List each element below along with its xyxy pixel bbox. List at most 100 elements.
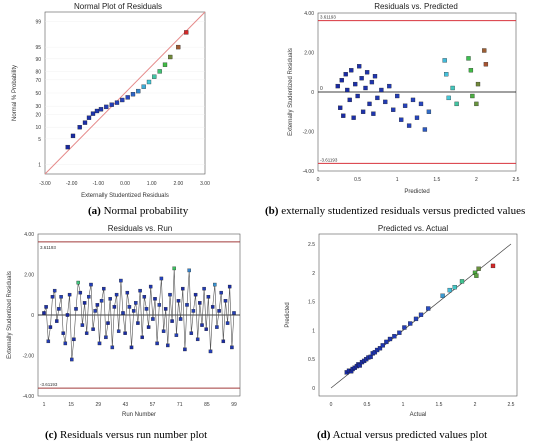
data-point	[466, 56, 471, 61]
data-point	[219, 290, 223, 295]
data-point	[112, 305, 117, 309]
data-point	[104, 104, 109, 110]
x-tick-label: 15	[68, 402, 74, 408]
data-point	[408, 321, 413, 326]
data-point	[446, 95, 451, 101]
reference-line	[44, 11, 206, 175]
data-point	[114, 100, 120, 105]
data-point	[474, 273, 479, 278]
data-point	[157, 303, 162, 307]
x-tick-label: 1.5	[436, 402, 443, 408]
data-point	[185, 303, 189, 307]
data-point	[426, 306, 431, 311]
data-point	[162, 62, 168, 67]
data-point	[402, 103, 408, 108]
data-point	[217, 309, 221, 313]
data-point	[168, 54, 173, 60]
data-point	[369, 79, 375, 85]
data-point	[109, 102, 114, 107]
y-tick-label: 0	[312, 386, 315, 392]
data-point	[339, 78, 344, 83]
y-tick-label: 1	[312, 328, 315, 334]
data-point	[399, 117, 404, 122]
data-point	[221, 339, 226, 344]
data-point	[227, 284, 232, 289]
y-tick-label: 2.00	[304, 51, 314, 57]
data-point	[230, 345, 234, 350]
caption-b: (b) externally studentized residuals ver…	[265, 205, 525, 217]
y-tick-label: 2.5	[308, 242, 315, 248]
y-tick-label: 1.5	[308, 300, 315, 306]
data-point	[42, 311, 46, 315]
data-point	[87, 295, 91, 299]
x-tick-label: 1	[396, 177, 399, 183]
upper-limit-label: 3.61193	[40, 245, 56, 250]
data-point	[482, 48, 487, 53]
data-point	[172, 266, 176, 271]
y-tick-label: 90	[35, 57, 41, 63]
data-point	[146, 325, 151, 329]
data-point	[187, 268, 191, 273]
data-point	[44, 305, 48, 309]
data-point	[77, 125, 82, 130]
panel-d-ylabel: Predicted	[285, 302, 291, 327]
data-point	[418, 312, 424, 317]
data-point	[161, 329, 166, 333]
data-point	[67, 292, 72, 297]
y-tick-label: 2.00	[24, 273, 34, 279]
x-tick-label: -3.00	[39, 181, 51, 187]
y-tick-label: -2.00	[23, 354, 35, 360]
data-point	[384, 339, 389, 345]
x-tick-label: 2.5	[513, 177, 520, 183]
data-point	[168, 292, 172, 297]
data-point	[157, 69, 162, 74]
data-point	[402, 325, 407, 330]
y-tick-label: -4.00	[23, 394, 35, 400]
x-tick-label: 0.00	[120, 181, 130, 187]
data-point	[50, 295, 55, 299]
data-point	[98, 107, 104, 112]
data-point	[357, 64, 362, 69]
x-tick-label: 2.00	[173, 181, 183, 187]
x-tick-label: 29	[96, 402, 102, 408]
data-point	[159, 276, 164, 281]
data-point	[102, 286, 106, 291]
panel-b-ylabel: Externally Studentized Residuals	[288, 48, 294, 136]
data-point	[363, 85, 368, 91]
x-tick-label: 0	[317, 177, 320, 183]
data-point	[193, 292, 198, 297]
y-tick-label: 30	[35, 104, 41, 110]
data-point	[97, 341, 102, 346]
data-point	[181, 286, 185, 291]
x-tick-label: 1.5	[433, 177, 440, 183]
x-tick-label: 85	[204, 402, 210, 408]
data-point	[63, 341, 68, 346]
data-point	[176, 44, 181, 50]
data-point	[142, 295, 147, 299]
x-tick-label: 1	[43, 402, 46, 408]
data-point	[232, 311, 236, 315]
panel-predicted-vs-actual: Predicted vs. Actual 0 0.5 1 1.5 2 2.5 2.5 2 1.…	[285, 224, 518, 441]
y-tick-label: -2.00	[303, 130, 315, 136]
data-point	[59, 295, 63, 299]
data-point	[155, 341, 159, 346]
caption-c: (c) Residuals versus run number plot	[45, 429, 207, 441]
data-point	[387, 83, 392, 89]
data-point	[204, 327, 208, 331]
x-tick-label: 57	[150, 402, 156, 408]
data-point	[134, 301, 138, 305]
data-point	[153, 297, 157, 301]
data-point	[146, 79, 152, 85]
data-point	[200, 323, 204, 327]
data-point	[72, 337, 76, 342]
data-point	[413, 316, 419, 322]
data-point	[474, 101, 479, 107]
x-tick-label: 2	[474, 402, 477, 408]
data-point	[131, 309, 136, 313]
data-point	[191, 309, 196, 313]
data-point	[452, 285, 457, 290]
data-point	[210, 305, 215, 309]
data-point	[380, 343, 385, 348]
data-point	[360, 109, 366, 114]
data-point	[338, 105, 343, 110]
